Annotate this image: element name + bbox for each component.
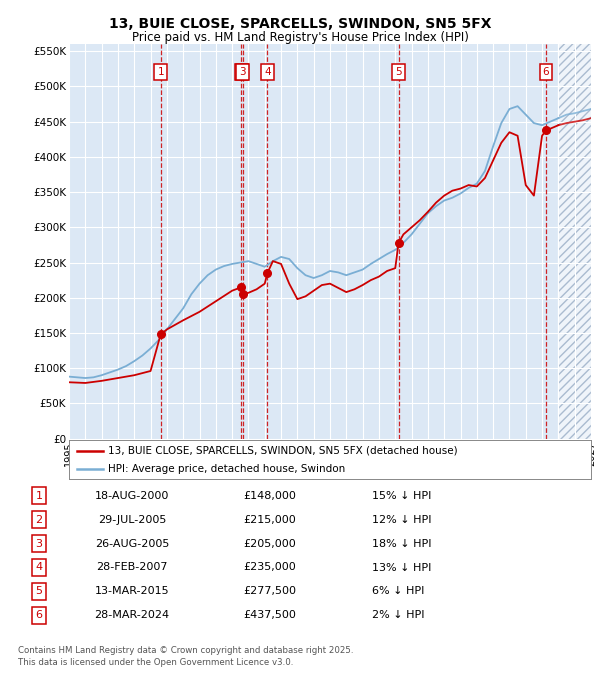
Text: 3: 3 [239, 67, 246, 78]
Text: HPI: Average price, detached house, Swindon: HPI: Average price, detached house, Swin… [108, 464, 346, 474]
Text: 28-MAR-2024: 28-MAR-2024 [94, 611, 170, 620]
Text: £205,000: £205,000 [244, 539, 296, 549]
Text: 2: 2 [238, 67, 245, 78]
Text: 6% ↓ HPI: 6% ↓ HPI [372, 586, 424, 596]
Text: £215,000: £215,000 [244, 515, 296, 524]
Text: 4: 4 [264, 67, 271, 78]
Text: 6: 6 [542, 67, 549, 78]
Bar [559, 44, 591, 439]
Text: 2% ↓ HPI: 2% ↓ HPI [372, 611, 425, 620]
Text: 6: 6 [35, 611, 43, 620]
Text: 3: 3 [35, 539, 43, 549]
Text: Contains HM Land Registry data © Crown copyright and database right 2025.: Contains HM Land Registry data © Crown c… [18, 646, 353, 655]
Text: 15% ↓ HPI: 15% ↓ HPI [372, 490, 431, 500]
Text: 13, BUIE CLOSE, SPARCELLS, SWINDON, SN5 5FX: 13, BUIE CLOSE, SPARCELLS, SWINDON, SN5 … [109, 17, 491, 31]
Text: 13% ↓ HPI: 13% ↓ HPI [372, 562, 431, 573]
Text: 5: 5 [395, 67, 402, 78]
Text: 26-AUG-2005: 26-AUG-2005 [95, 539, 169, 549]
Text: 1: 1 [157, 67, 164, 78]
Bar [559, 44, 591, 439]
Text: 5: 5 [35, 586, 43, 596]
Text: £235,000: £235,000 [244, 562, 296, 573]
Text: 13, BUIE CLOSE, SPARCELLS, SWINDON, SN5 5FX (detached house): 13, BUIE CLOSE, SPARCELLS, SWINDON, SN5 … [108, 445, 458, 456]
Text: 13-MAR-2015: 13-MAR-2015 [95, 586, 169, 596]
Text: 29-JUL-2005: 29-JUL-2005 [98, 515, 166, 524]
Text: 12% ↓ HPI: 12% ↓ HPI [372, 515, 431, 524]
Text: 18-AUG-2000: 18-AUG-2000 [95, 490, 169, 500]
Text: 2: 2 [35, 515, 43, 524]
Text: 28-FEB-2007: 28-FEB-2007 [96, 562, 168, 573]
Text: £277,500: £277,500 [244, 586, 296, 596]
Text: £148,000: £148,000 [244, 490, 296, 500]
Text: £437,500: £437,500 [244, 611, 296, 620]
Text: Price paid vs. HM Land Registry's House Price Index (HPI): Price paid vs. HM Land Registry's House … [131, 31, 469, 44]
Text: This data is licensed under the Open Government Licence v3.0.: This data is licensed under the Open Gov… [18, 658, 293, 667]
Text: 1: 1 [35, 490, 43, 500]
Text: 18% ↓ HPI: 18% ↓ HPI [372, 539, 431, 549]
Text: 4: 4 [35, 562, 43, 573]
